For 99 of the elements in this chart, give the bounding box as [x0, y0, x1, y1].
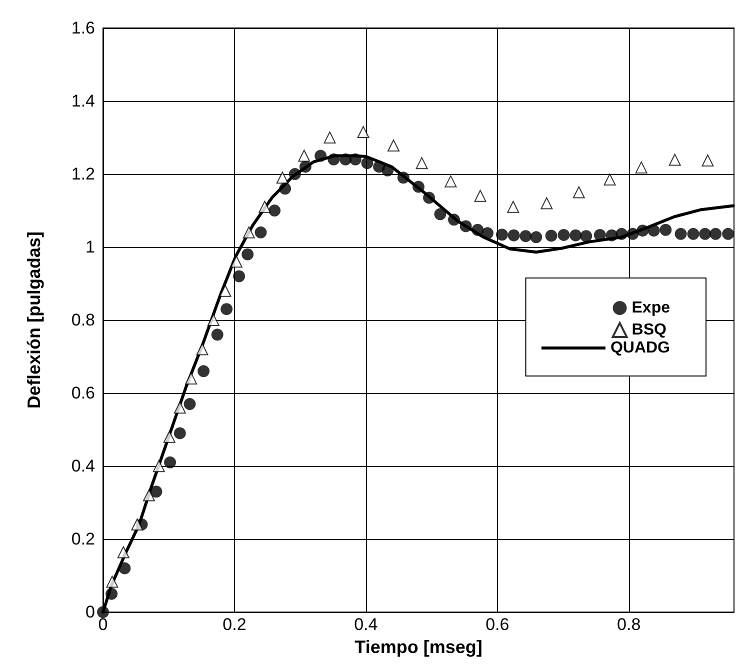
point	[423, 192, 436, 204]
y-tick-label: 0.6	[71, 384, 95, 403]
point	[412, 180, 424, 193]
point	[328, 153, 340, 166]
point	[219, 284, 232, 297]
point	[580, 230, 592, 242]
point	[508, 229, 520, 242]
point	[268, 204, 281, 217]
point	[434, 208, 446, 220]
point	[163, 430, 176, 443]
point	[722, 228, 734, 240]
point	[474, 190, 486, 202]
point	[207, 314, 220, 326]
y-axis-title: Deflexión [pulgadas]	[24, 232, 44, 409]
x-tick-label: 0.2	[222, 615, 246, 634]
point	[530, 231, 542, 244]
point	[230, 256, 242, 268]
x-tick-label: 0.4	[354, 615, 378, 634]
point	[196, 343, 208, 356]
point	[349, 153, 362, 166]
point	[152, 460, 165, 472]
point	[540, 197, 553, 210]
point	[448, 214, 460, 226]
point	[397, 172, 410, 184]
legend-label: Expe	[632, 300, 670, 316]
point	[687, 228, 700, 240]
point	[636, 224, 649, 237]
point	[648, 224, 660, 237]
point	[626, 228, 639, 240]
point	[382, 164, 394, 176]
point	[174, 427, 186, 440]
point	[131, 518, 144, 530]
point	[606, 229, 618, 242]
point	[388, 140, 400, 152]
point	[150, 486, 162, 498]
point	[220, 303, 233, 316]
x-axis-title: Tiempo [mseg]	[354, 637, 482, 657]
y-tick-label: 0.2	[71, 530, 95, 549]
point	[97, 606, 109, 618]
legend-label: QUADG	[610, 340, 670, 356]
point	[185, 372, 198, 384]
point	[674, 228, 687, 240]
point	[520, 230, 532, 242]
point	[635, 161, 648, 174]
point	[482, 227, 494, 240]
point	[416, 157, 428, 170]
point	[710, 228, 722, 240]
point	[314, 150, 327, 162]
point	[340, 153, 352, 166]
point	[699, 228, 712, 240]
y-tick-label: 1.2	[71, 164, 95, 184]
point	[118, 562, 131, 574]
point	[444, 175, 457, 188]
point	[106, 588, 118, 600]
point	[143, 489, 156, 502]
point	[198, 365, 210, 378]
point	[660, 224, 672, 236]
x-tick-label: 0.8	[617, 615, 641, 634]
x-tick-label: 0.6	[486, 615, 510, 634]
y-tick-label: 1.4	[71, 92, 95, 111]
point	[184, 398, 196, 410]
point	[279, 182, 292, 195]
point	[545, 230, 558, 242]
point	[460, 220, 472, 232]
point	[616, 228, 628, 240]
point	[357, 126, 370, 138]
point	[668, 154, 681, 166]
point	[288, 168, 301, 180]
point	[594, 228, 606, 241]
y-tick-label: 0	[86, 602, 95, 622]
point	[276, 172, 288, 184]
point	[496, 228, 508, 241]
point	[361, 157, 374, 170]
point	[702, 154, 714, 167]
point	[211, 328, 224, 341]
x-tick-label: 0	[98, 615, 108, 634]
point	[254, 226, 267, 238]
point	[299, 160, 312, 173]
point	[233, 270, 246, 282]
point	[174, 402, 186, 414]
legend-label: BSQ	[632, 322, 666, 338]
y-tick-label: 0.8	[71, 310, 95, 330]
y-tick-label: 1.6	[71, 18, 95, 38]
point	[570, 229, 582, 242]
point	[324, 132, 336, 144]
y-tick-label: 1	[86, 238, 95, 257]
point	[472, 224, 484, 236]
point	[558, 228, 570, 241]
point	[164, 456, 176, 468]
point	[298, 150, 310, 162]
point	[106, 576, 118, 588]
point	[117, 546, 130, 558]
point	[242, 248, 254, 260]
point	[258, 200, 271, 213]
point	[572, 186, 585, 198]
point	[604, 174, 616, 186]
point	[242, 226, 255, 238]
y-tick-label: 0.4	[71, 456, 95, 476]
point	[507, 200, 520, 213]
